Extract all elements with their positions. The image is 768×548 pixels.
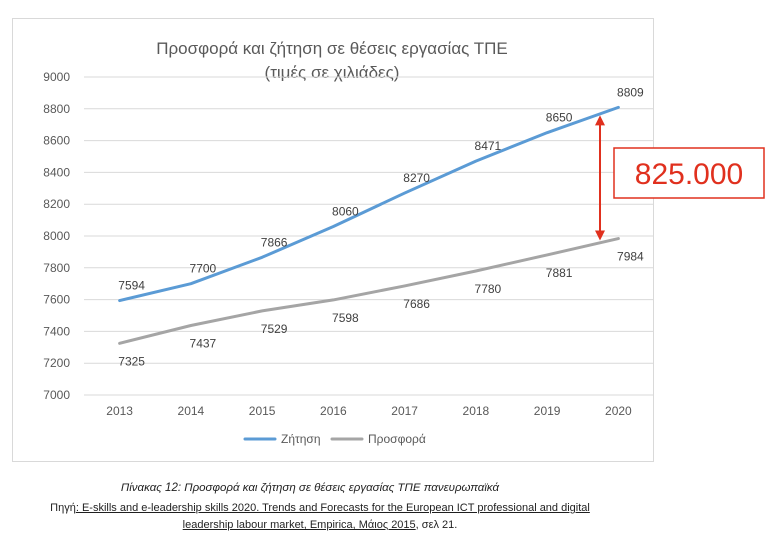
gap-value-text: 825.000 [635, 158, 743, 191]
legend: Ζήτηση Προσφορά [243, 432, 426, 446]
series-line-supply [118, 237, 620, 345]
data-label: 7594 [118, 279, 145, 293]
data-label: 7325 [118, 354, 145, 368]
data-label: 7984 [617, 250, 644, 264]
source-suffix: , σελ 21. [415, 519, 458, 531]
x-tick-label: 2020 [605, 404, 632, 418]
data-label: 7780 [475, 282, 502, 296]
y-tick-label: 7600 [43, 293, 70, 307]
data-label: 8270 [403, 171, 430, 185]
series-lines [118, 105, 620, 345]
table-caption: Πίνακας 12: Προσφορά και ζήτηση σε θέσει… [120, 482, 500, 494]
data-label: 7881 [546, 266, 573, 280]
x-axis: 2013 2014 2015 2016 2017 2018 2019 2020 [106, 404, 632, 418]
data-label: 7686 [403, 297, 430, 311]
legend-label: Ζήτηση [281, 432, 321, 446]
source-line1: : E-skills and e-leadership skills 2020.… [75, 502, 590, 514]
gap-annotation: 825.000 [595, 115, 765, 241]
gap-arrow-head-down [595, 230, 605, 241]
data-label: 7598 [332, 311, 359, 325]
y-tick-label: 8600 [43, 134, 70, 148]
line-chart: Προσφορά και ζήτηση σε θέσεις εργασίας Τ… [43, 39, 765, 446]
y-axis: 7000 7200 7400 7600 7800 8000 8200 8400 8600 8800… [43, 70, 70, 402]
legend-label: Προσφορά [368, 432, 426, 446]
chart-subtitle: (τιμές σε χιλιάδες) [265, 63, 400, 82]
gap-arrow-head-up [595, 115, 605, 126]
y-tick-label: 9000 [43, 70, 70, 84]
chart-title: Προσφορά και ζήτηση σε θέσεις εργασίας Τ… [156, 39, 508, 58]
data-label: 8650 [546, 111, 573, 125]
source-line2: leadership labour market, Empirica, Μάιο… [182, 519, 416, 531]
data-label: 8060 [332, 204, 359, 218]
x-tick-label: 2018 [463, 404, 490, 418]
y-tick-label: 7200 [43, 356, 70, 370]
x-tick-label: 2016 [320, 404, 347, 418]
y-tick-label: 7800 [43, 261, 70, 275]
y-tick-label: 7400 [43, 324, 70, 338]
data-label: 8809 [617, 85, 644, 99]
data-label: 7529 [261, 322, 288, 336]
data-label: 7700 [190, 262, 217, 276]
data-label: 7866 [261, 235, 288, 249]
data-labels: 7594 7700 7866 8060 8270 8471 8650 8809 7325 7437… [118, 85, 644, 368]
x-tick-label: 2019 [534, 404, 561, 418]
y-tick-label: 8200 [43, 197, 70, 211]
source-note: Πηγή: E-skills and e-leadership skills 2… [0, 500, 640, 534]
gridlines [84, 76, 654, 396]
x-tick-label: 2013 [106, 404, 133, 418]
chart-frame [12, 18, 654, 462]
x-tick-label: 2017 [391, 404, 418, 418]
y-tick-label: 8000 [43, 229, 70, 243]
y-tick-label: 8400 [43, 165, 70, 179]
x-tick-label: 2015 [249, 404, 276, 418]
data-label: 7437 [190, 337, 217, 351]
source-prefix: Πηγή [50, 502, 76, 514]
series-line-demand [118, 105, 620, 303]
x-tick-label: 2014 [178, 404, 205, 418]
y-tick-label: 8800 [43, 102, 70, 116]
y-tick-label: 7000 [43, 388, 70, 402]
gap-value-box [613, 147, 765, 199]
data-label: 8471 [475, 139, 502, 153]
